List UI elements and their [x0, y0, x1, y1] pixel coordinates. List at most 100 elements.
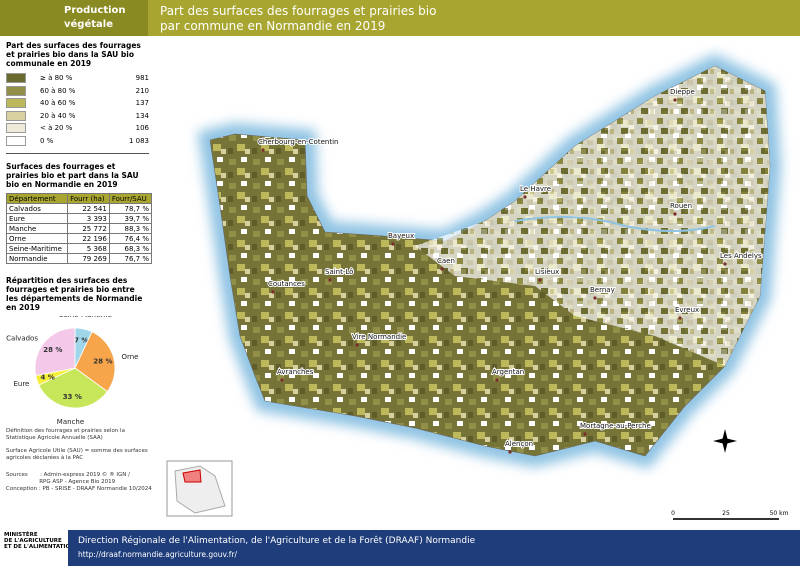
table-cell: Eure — [5, 213, 69, 224]
pie-value-label: 33 % — [63, 393, 82, 401]
region-east — [415, 66, 770, 366]
city-label: Argentan — [492, 368, 524, 376]
pie-category-label: Calvados — [6, 334, 38, 342]
city-label: Bayeux — [388, 232, 414, 240]
legend-label: 0 % — [40, 136, 54, 145]
city-dot — [391, 242, 395, 246]
table-cell: Normandie — [5, 253, 69, 264]
source: Sources : Admin-express 2019 © ® IGN / — [6, 472, 130, 478]
pie-category-label: Seine-Maritime — [59, 316, 112, 319]
legend-label: < à 20 % — [40, 124, 73, 133]
pie-category-label: Eure — [13, 380, 29, 388]
legend-title: Part des surfaces des fourrages et prair… — [6, 41, 141, 68]
pie-value-label: 4 % — [40, 373, 54, 381]
legend-swatch — [6, 135, 26, 146]
table-cell: 3 393 — [67, 213, 110, 224]
table-cell: 5 368 — [67, 243, 110, 254]
legend-item: 40 à 60 % 137 — [6, 97, 149, 110]
city-dot — [261, 148, 265, 152]
table-cell: 25 772 — [67, 223, 110, 234]
note: Surface Agricole Utile (SAU) = somme des… — [6, 448, 148, 461]
ministry-line: ET DE L'ALIMENTATION — [4, 544, 75, 550]
legend-item: < à 20 % 106 — [6, 122, 149, 135]
city-label: Alençon — [505, 440, 533, 448]
city-label: Evreux — [675, 306, 699, 314]
legend-count: 210 — [135, 86, 149, 95]
legend-count: 981 — [135, 74, 149, 83]
ministry-line: MINISTÈRE — [4, 532, 38, 538]
pie-slice — [34, 327, 76, 376]
column-header: Département — [5, 193, 69, 204]
legend-count: 134 — [135, 111, 149, 120]
legend-item: 0 % 1 083 — [6, 135, 149, 148]
table-cell: Seine-Maritime — [5, 243, 69, 254]
footer: Direction Régionale de l'Alimentation, d… — [68, 530, 800, 566]
city-label: Le Havre — [520, 185, 551, 193]
map: Dieppe Cherbourg-en-Cotentin Le Havre Rouen… — [166, 53, 789, 520]
ministry: MINISTÈRE DE L'AGRICULTURE ET DE L'ALIMENT… — [4, 532, 75, 550]
city-label: Vire Normandie — [352, 333, 406, 341]
seine — [514, 216, 716, 232]
pie-chart: 7 % Seine-Maritime 28 % Orne 33 % Manche 4 % Eu… — [6, 311, 138, 426]
scale-label: 50 km — [770, 510, 789, 517]
table-cell: Calvados — [5, 203, 69, 214]
city-dot — [593, 296, 597, 300]
city-dot — [271, 290, 275, 294]
legend-label: ≥ à 80 % — [40, 74, 73, 83]
city-dot — [673, 98, 677, 102]
city-dot — [355, 343, 359, 347]
pie-title: Répartition des surfaces des fourrages e… — [6, 276, 143, 312]
city-label: Rouen — [670, 202, 692, 210]
pie-value-label: 28 % — [93, 357, 112, 365]
table-row: Seine-Maritime 5 368 68,3 % — [5, 243, 153, 254]
table-row: Calvados 22 541 78,7 % — [5, 203, 153, 214]
north-arrow — [713, 429, 737, 453]
scale-bar — [673, 518, 779, 520]
legend-label: 60 à 80 % — [40, 86, 76, 95]
city-dot — [678, 316, 682, 320]
city-label: Cherbourg-en-Cotentin — [258, 138, 338, 146]
pie-category-label: Manche — [57, 418, 84, 426]
scale-label: 25 — [722, 510, 730, 517]
table-title: Surfaces des fourrages et prairies bio e… — [6, 162, 139, 189]
note: Définition des fourrages et prairies sel… — [6, 428, 125, 441]
table-cell: 88,3 % — [108, 223, 153, 234]
city-label: Les Andelys — [720, 252, 762, 260]
city-label: Dieppe — [670, 88, 695, 96]
table-cell: 79 269 — [67, 253, 110, 264]
table-header: Département Fourr (ha) Fourr/SAU — [5, 193, 153, 204]
legend-swatch — [6, 73, 26, 84]
table-row: Normandie 79 269 76,7 % — [5, 253, 153, 264]
city-dot — [723, 262, 727, 266]
legend-swatch — [6, 98, 26, 109]
city-dot — [673, 212, 677, 216]
table-cell: 76,7 % — [108, 253, 153, 264]
table-cell: 68,3 % — [108, 243, 153, 254]
pie-value-label: 28 % — [43, 346, 62, 354]
legend-label: 20 à 40 % — [40, 111, 76, 120]
table-row: Eure 3 393 39,7 % — [5, 213, 153, 224]
legend-label: 40 à 60 % — [40, 99, 76, 108]
legend-count: 106 — [135, 124, 149, 133]
legend-count: 137 — [135, 99, 149, 108]
legend-item: 20 à 40 % 134 — [6, 110, 149, 123]
city-dot — [523, 195, 527, 199]
pie-value-label: 7 % — [74, 336, 88, 344]
table-cell: 78,7 % — [108, 203, 153, 214]
column-header: Fourr/SAU — [108, 193, 153, 204]
pie-slice — [74, 331, 116, 393]
table-cell: 22 541 — [67, 203, 110, 214]
pie-category-label: Orne — [121, 353, 138, 361]
city-dot — [583, 432, 587, 436]
table-cell: Orne — [5, 233, 69, 244]
ministry-line: DE L'AGRICULTURE — [4, 538, 62, 544]
table-cell: 76,4 % — [108, 233, 153, 244]
table-cell: 39,7 % — [108, 213, 153, 224]
city-dot — [495, 378, 499, 382]
title: Part des surfaces des fourrages et prair… — [160, 4, 436, 34]
city-dot — [440, 267, 444, 271]
city-label: Lisieux — [535, 268, 559, 276]
scale-label: 0 — [671, 510, 675, 517]
pie-slice — [38, 367, 108, 409]
